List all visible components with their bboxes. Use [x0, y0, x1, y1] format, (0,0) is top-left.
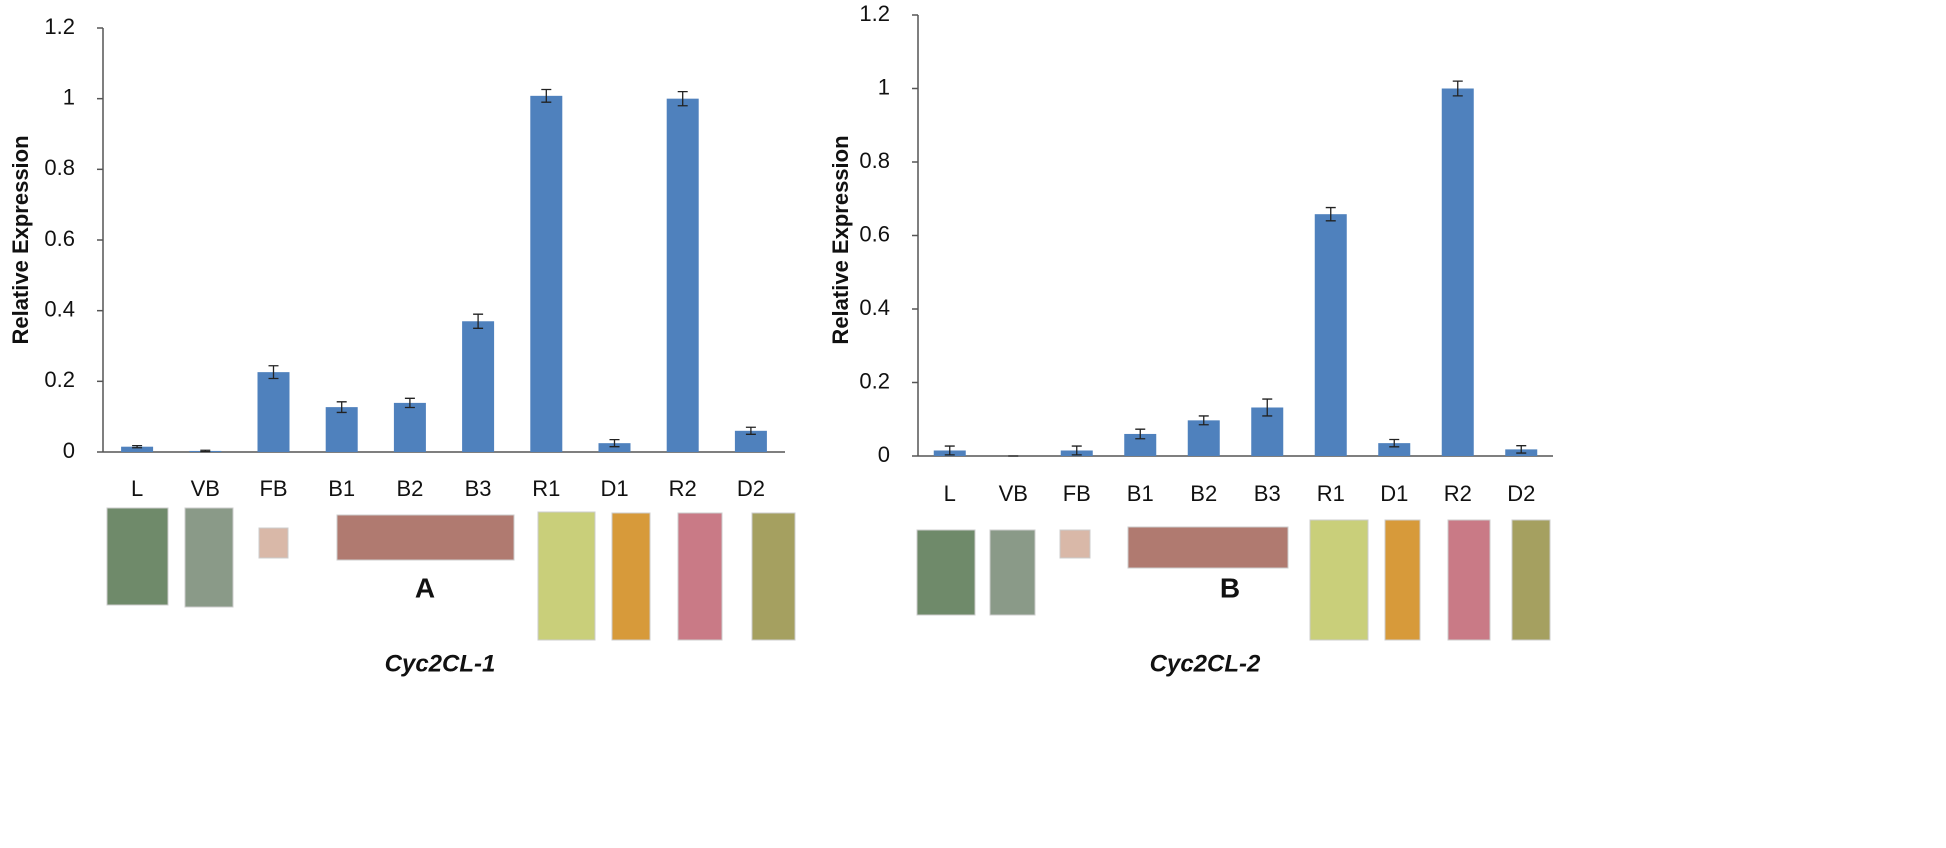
caption: Cyc2CL-1 — [385, 650, 496, 677]
bar — [666, 98, 699, 453]
y-tick-label: 0 — [878, 442, 890, 467]
panel-label: A — [415, 572, 435, 603]
x-tick-label: B3 — [465, 476, 492, 501]
bar — [1187, 420, 1220, 456]
y-tick-label: 0.6 — [44, 226, 75, 251]
y-axis-title: Relative Expression — [828, 135, 853, 344]
photo — [1384, 519, 1421, 641]
x-tick-label: B1 — [1127, 481, 1154, 506]
photo — [677, 512, 723, 641]
error-bar — [132, 444, 143, 449]
x-tick-label: D2 — [1507, 481, 1535, 506]
bar — [1378, 443, 1411, 456]
photo — [258, 527, 289, 559]
bar — [734, 430, 767, 452]
photo — [1511, 519, 1551, 641]
photo — [611, 512, 651, 641]
x-tick-label: R2 — [1444, 481, 1472, 506]
error-bar — [609, 438, 620, 448]
error-bar — [1135, 428, 1146, 440]
error-bar — [473, 313, 484, 329]
error-bar — [404, 397, 415, 409]
x-tick-label: B3 — [1254, 481, 1281, 506]
error-bar — [200, 449, 211, 453]
error-bar — [677, 90, 688, 107]
y-tick-label: 0.4 — [859, 295, 890, 320]
y-axis-title: Relative Expression — [8, 135, 33, 344]
photo — [537, 511, 596, 641]
photo — [1309, 519, 1369, 641]
bar — [325, 407, 358, 452]
x-tick-label: R2 — [669, 476, 697, 501]
bar — [257, 372, 290, 452]
x-tick-label: R1 — [1317, 481, 1345, 506]
photo — [916, 529, 976, 616]
y-tick-label: 0.8 — [859, 148, 890, 173]
bar — [462, 321, 495, 452]
error-bar — [1198, 415, 1209, 426]
bar — [530, 95, 563, 452]
x-tick-label: FB — [259, 476, 287, 501]
y-tick-label: 0.6 — [859, 221, 890, 246]
x-tick-label: B1 — [328, 476, 355, 501]
y-tick-label: 0.8 — [44, 155, 75, 180]
error-bar — [1325, 206, 1336, 222]
y-tick-label: 1 — [63, 84, 75, 109]
bar — [1441, 88, 1474, 456]
bar — [121, 446, 154, 452]
photo — [1447, 519, 1491, 641]
photo — [106, 507, 169, 606]
x-tick-label: B2 — [396, 476, 423, 501]
x-tick-label: VB — [999, 481, 1028, 506]
error-bar — [1516, 445, 1527, 454]
error-bar — [1071, 445, 1082, 456]
x-tick-label: L — [944, 481, 956, 506]
photo — [184, 507, 234, 608]
bar — [1124, 433, 1157, 456]
x-tick-label: D2 — [737, 476, 765, 501]
y-tick-label: 1.2 — [859, 1, 890, 26]
caption: Cyc2CL-2 — [1150, 650, 1261, 677]
x-tick-label: R1 — [532, 476, 560, 501]
bar — [1314, 214, 1347, 456]
photo — [989, 529, 1036, 616]
y-tick-label: 0.2 — [44, 367, 75, 392]
bar — [598, 443, 631, 452]
x-tick-label: FB — [1063, 481, 1091, 506]
error-bar — [1262, 398, 1273, 417]
y-tick-label: 1 — [878, 74, 890, 99]
error-bar — [1452, 80, 1463, 97]
error-bar — [745, 426, 756, 435]
photo — [336, 514, 515, 561]
x-tick-label: L — [131, 476, 143, 501]
x-tick-label: VB — [191, 476, 220, 501]
y-tick-label: 0 — [63, 438, 75, 463]
y-tick-label: 0.4 — [44, 296, 75, 321]
x-tick-label: B2 — [1190, 481, 1217, 506]
error-bar — [944, 445, 955, 456]
y-tick-label: 1.2 — [44, 14, 75, 39]
photo — [1127, 526, 1289, 569]
error-bar — [336, 401, 347, 414]
photo — [1059, 529, 1091, 559]
panel-label: B — [1220, 572, 1240, 603]
error-bar — [541, 88, 552, 103]
x-tick-label: D1 — [1380, 481, 1408, 506]
x-tick-label: D1 — [600, 476, 628, 501]
y-tick-label: 0.2 — [859, 368, 890, 393]
error-bar — [268, 365, 279, 380]
photo — [751, 512, 796, 641]
error-bar — [1389, 438, 1400, 448]
bar — [393, 402, 426, 452]
